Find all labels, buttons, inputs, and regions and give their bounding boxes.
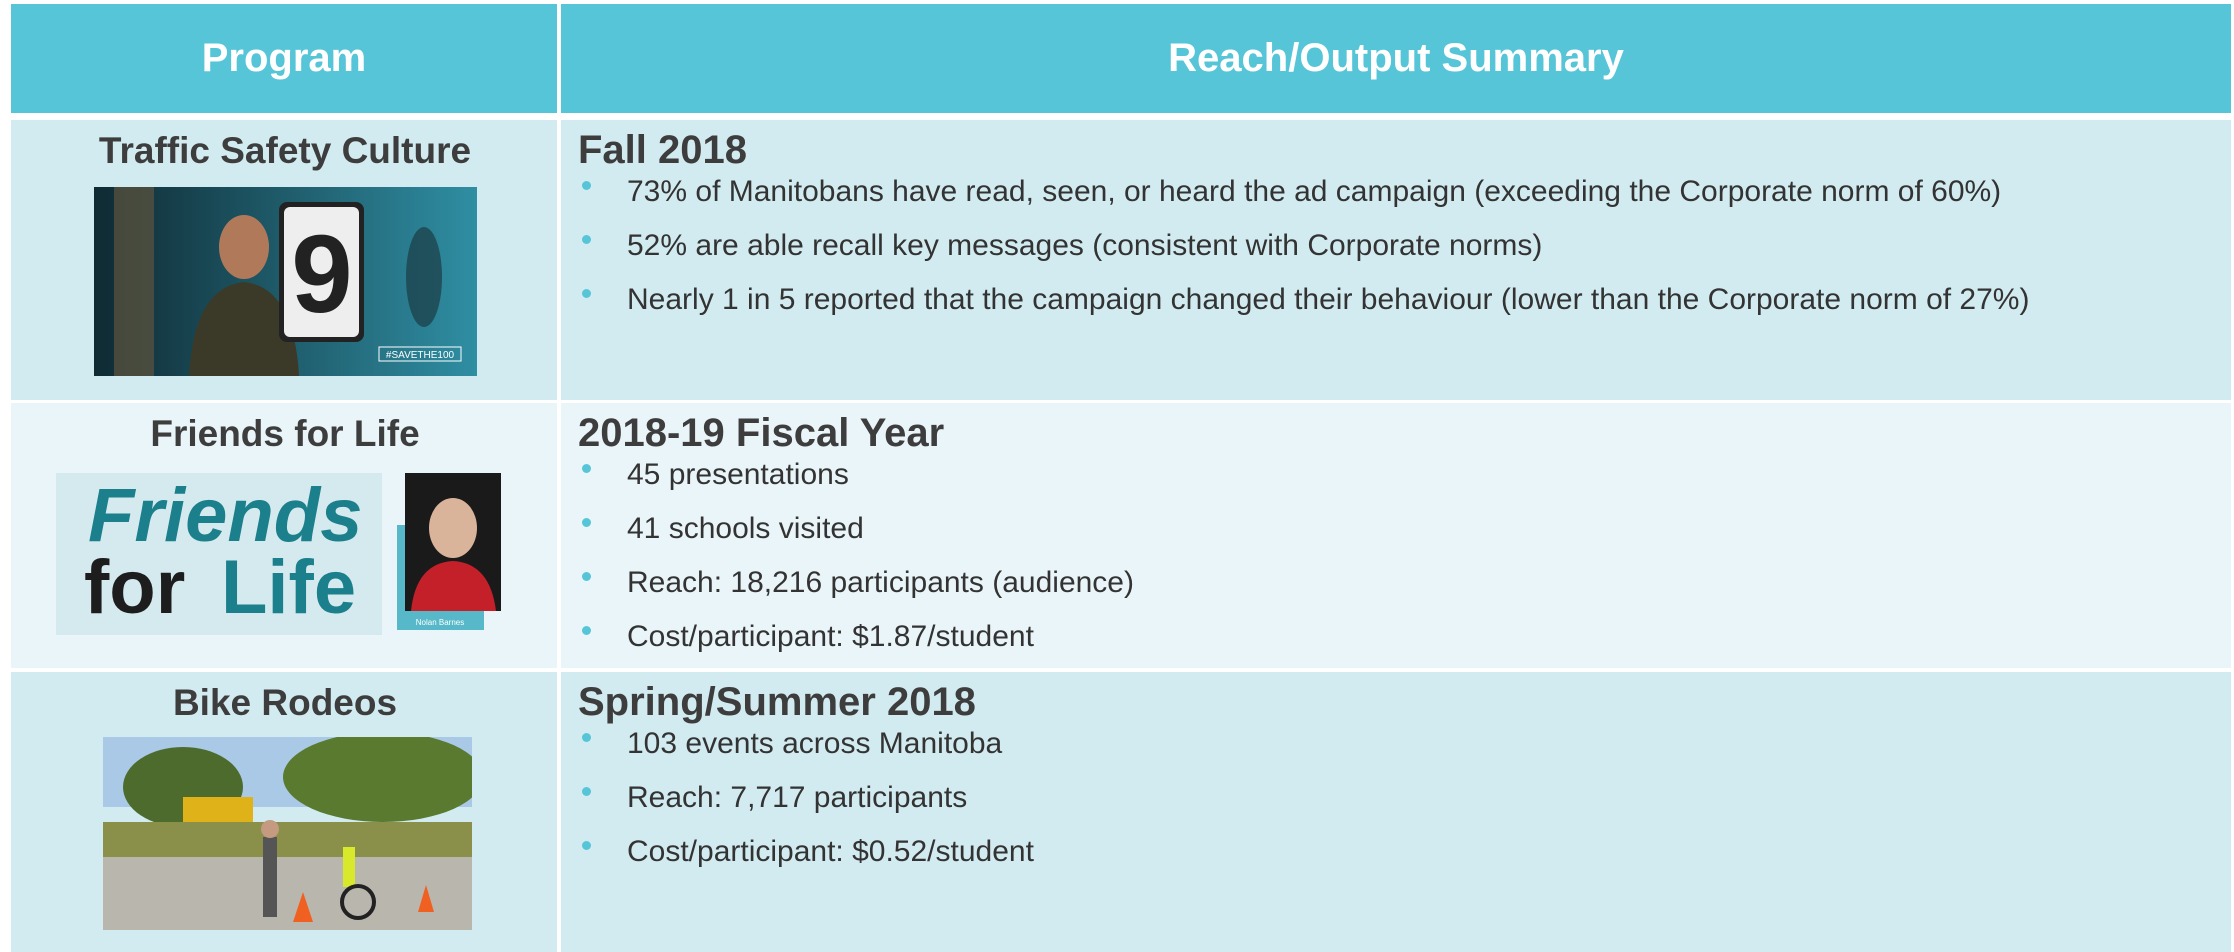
bullet-dot bbox=[582, 733, 591, 742]
bullet-text: Cost/participant: $1.87/student bbox=[627, 620, 1034, 653]
bullet-text: Reach: 18,216 participants (audience) bbox=[627, 566, 1134, 599]
bullet-text: 52% are able recall key messages (consis… bbox=[627, 229, 1543, 262]
bullet-dot bbox=[582, 518, 591, 527]
image-text: #SAVETHE100 bbox=[386, 350, 455, 361]
bullet-text: 73% of Manitobans have read, seen, or he… bbox=[627, 175, 2002, 208]
cell bbox=[561, 672, 2231, 952]
bullet-dot bbox=[582, 841, 591, 850]
bullet-dot bbox=[582, 572, 591, 581]
bullet-dot bbox=[582, 464, 591, 473]
header-text: Program bbox=[201, 36, 367, 80]
period-title: 2018-19 Fiscal Year bbox=[578, 411, 945, 455]
bullet-dot bbox=[582, 289, 591, 298]
bullet-dot bbox=[582, 181, 591, 190]
bullet-text: Nearly 1 in 5 reported that the campaign… bbox=[627, 283, 2030, 316]
logo-text: Friends bbox=[88, 473, 363, 558]
program-name: Bike Rodeos bbox=[172, 682, 398, 723]
bullet-text: Reach: 7,717 participants bbox=[627, 781, 968, 814]
bullet-text: 45 presentations bbox=[627, 458, 849, 491]
period-title: Fall 2018 bbox=[578, 128, 748, 172]
bullet-text: 103 events across Manitoba bbox=[627, 727, 1003, 760]
rodeo-photo bbox=[103, 737, 472, 930]
bullet-text: 41 schools visited bbox=[627, 512, 864, 545]
cell bbox=[561, 120, 2231, 400]
program-name: Traffic Safety Culture bbox=[98, 130, 472, 171]
program-logo: Friends for Life Nolan Barnes bbox=[56, 473, 501, 635]
header-cell: Reach/Output Summary bbox=[561, 4, 2231, 113]
header-text: Reach/Output Summary bbox=[1168, 36, 1624, 80]
caption: Nolan Barnes bbox=[416, 618, 464, 627]
header-cell: Program bbox=[11, 4, 557, 113]
bullet-text: Cost/participant: $0.52/student bbox=[627, 835, 1034, 868]
logo-text: Life bbox=[221, 545, 356, 630]
bullet-dot bbox=[582, 626, 591, 635]
program-name: Friends for Life bbox=[150, 413, 420, 454]
campaign-image: 9 #SAVETHE100 bbox=[94, 187, 477, 376]
logo-text: for bbox=[84, 545, 185, 630]
bullet-dot bbox=[582, 235, 591, 244]
image-text: 9 bbox=[291, 213, 352, 336]
period-title: Spring/Summer 2018 bbox=[578, 680, 976, 724]
cell bbox=[561, 403, 2231, 668]
bullet-dot bbox=[582, 787, 591, 796]
